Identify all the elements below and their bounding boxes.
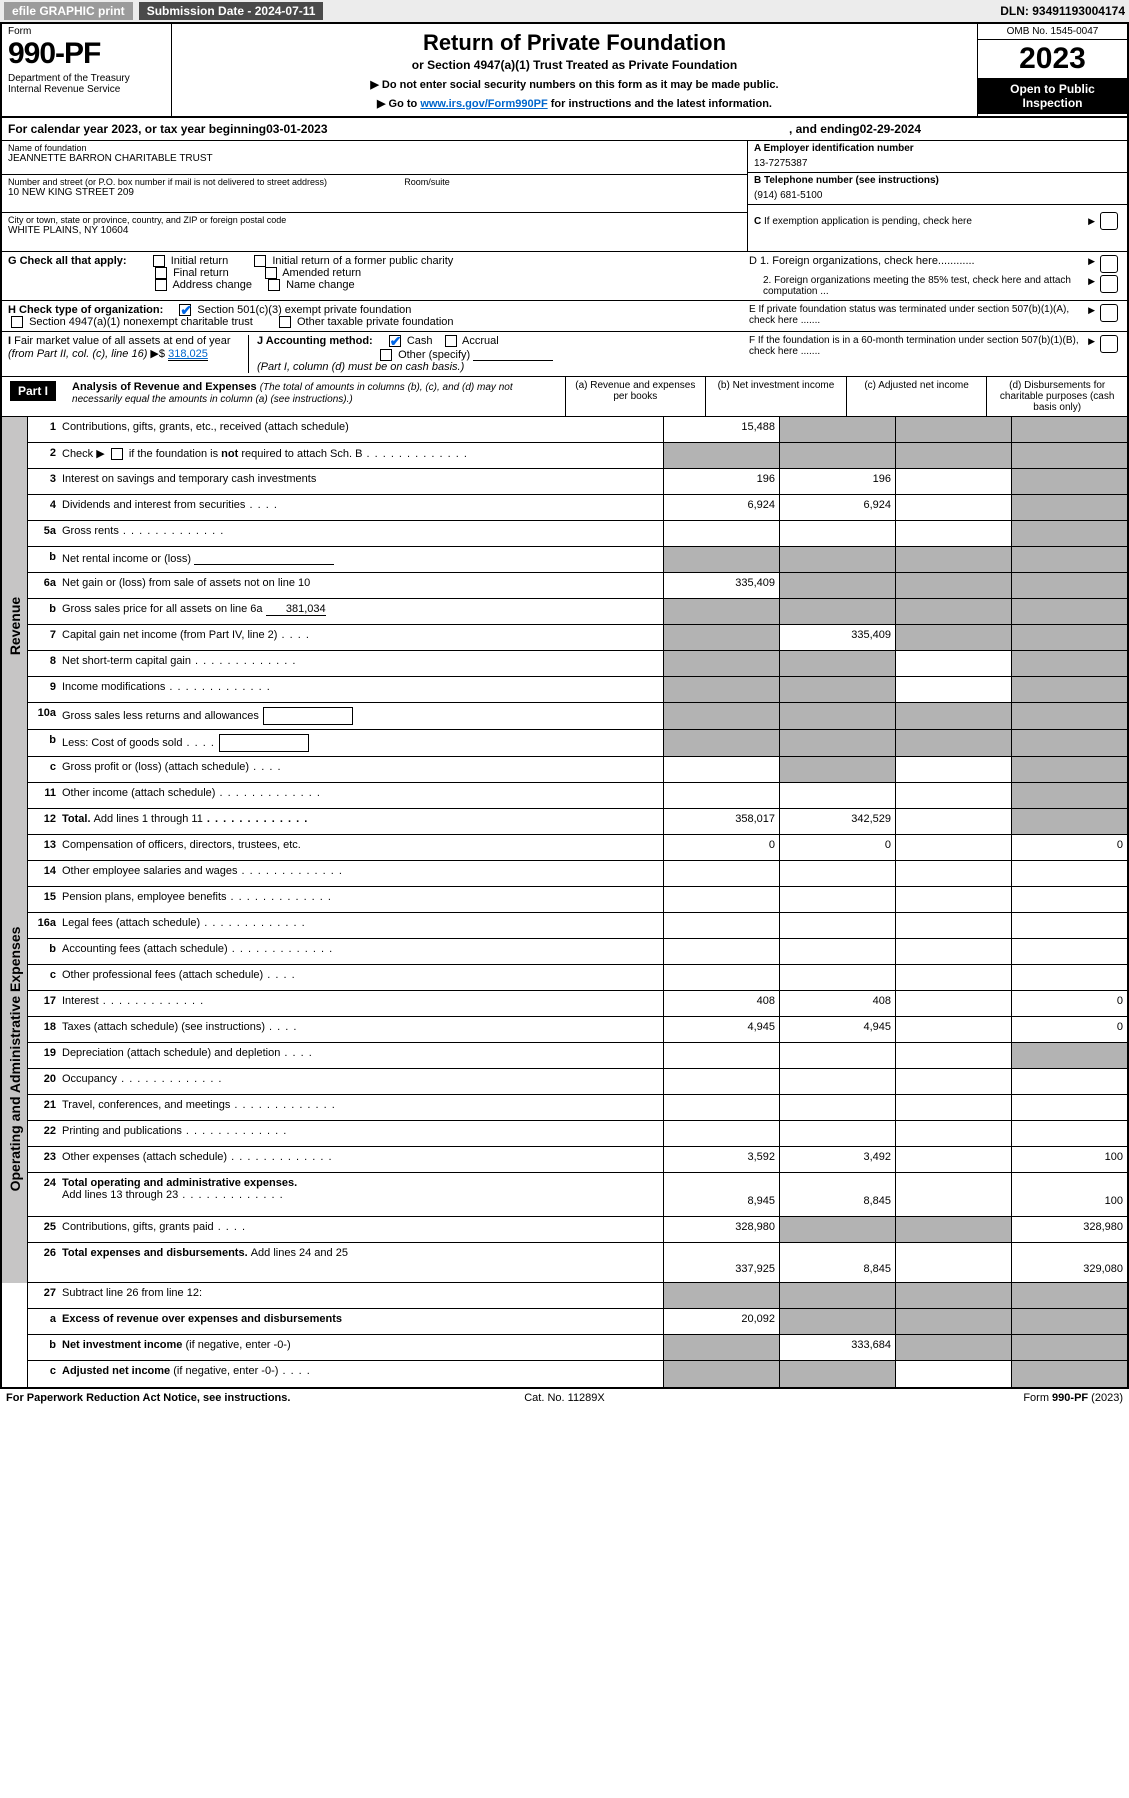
d1-checkbox[interactable] (1100, 255, 1118, 273)
phone-value: (914) 681-5100 (754, 190, 1121, 201)
i-value[interactable]: 318,025 (168, 348, 208, 361)
schb-checkbox[interactable] (111, 448, 123, 460)
top-bar: efile GRAPHIC print Submission Date - 20… (0, 0, 1129, 22)
part1-header: Part I Analysis of Revenue and Expenses … (2, 377, 1127, 417)
dln-label: DLN: 93491193004174 (1000, 4, 1125, 18)
opex-side-label: Operating and Administrative Expenses (2, 835, 28, 1283)
section-g-d: G Check all that apply: Initial return I… (2, 252, 1127, 301)
tax-year: 2023 (978, 40, 1127, 78)
name-label: Name of foundation (8, 143, 741, 153)
g-final-return-checkbox[interactable] (155, 267, 167, 279)
form-word: Form (8, 26, 165, 37)
ein-label: A Employer identification number (754, 143, 914, 154)
f-checkbox[interactable] (1100, 335, 1118, 353)
addr-label: Number and street (or P.O. box number if… (8, 177, 741, 187)
h-501c3-checkbox[interactable] (179, 304, 191, 316)
e-label: E If private foundation status was termi… (749, 304, 1088, 326)
ein-value: 13-7275387 (754, 158, 1121, 169)
g-amended-checkbox[interactable] (265, 267, 277, 279)
header-right: OMB No. 1545-0047 2023 Open to Public In… (977, 24, 1127, 116)
g-initial-former-checkbox[interactable] (254, 255, 266, 267)
street-address: 10 NEW KING STREET 209 (8, 187, 741, 198)
irs-link[interactable]: www.irs.gov/Form990PF (420, 98, 547, 110)
c-checkbox[interactable] (1100, 212, 1118, 230)
foundation-name: JEANNETTE BARRON CHARITABLE TRUST (8, 153, 741, 164)
g-initial-return-checkbox[interactable] (153, 255, 165, 267)
col-a-header: (a) Revenue and expenses per books (565, 377, 706, 416)
form-header: Form 990-PF Department of the Treasury I… (2, 24, 1127, 118)
e-checkbox[interactable] (1100, 304, 1118, 322)
g-label: G Check all that apply: (8, 255, 127, 267)
d2-label: 2. Foreign organizations meeting the 85%… (749, 275, 1088, 297)
omb-number: OMB No. 1545-0047 (978, 24, 1127, 40)
dept-text: Department of the Treasury Internal Reve… (8, 73, 165, 95)
h-label: H Check type of organization: (8, 304, 163, 316)
j-label: J Accounting method: (257, 335, 373, 347)
efile-print-button[interactable]: efile GRAPHIC print (4, 2, 133, 20)
header-center: Return of Private Foundation or Section … (172, 24, 977, 116)
city-label: City or town, state or province, country… (8, 215, 741, 225)
j-cash-checkbox[interactable] (389, 335, 401, 347)
col-b-header: (b) Net investment income (705, 377, 846, 416)
footer-right: Form 990-PF (2023) (751, 1392, 1123, 1404)
opex-section: Operating and Administrative Expenses 13… (2, 835, 1127, 1283)
h-other-taxable-checkbox[interactable] (279, 316, 291, 328)
d2-checkbox[interactable] (1100, 275, 1118, 293)
header-note-1: ▶ Do not enter social security numbers o… (182, 78, 967, 91)
city-state-zip: WHITE PLAINS, NY 10604 (8, 225, 741, 236)
part1-title: Analysis of Revenue and Expenses (72, 381, 257, 393)
col-c-header: (c) Adjusted net income (846, 377, 987, 416)
j-note: (Part I, column (d) must be on cash basi… (257, 361, 464, 373)
form-number: 990-PF (8, 37, 165, 71)
j-accrual-checkbox[interactable] (445, 335, 457, 347)
j-other-checkbox[interactable] (380, 349, 392, 361)
col-d-header: (d) Disbursements for charitable purpose… (986, 377, 1127, 416)
part1-tag: Part I (10, 381, 56, 401)
d1-label: D 1. Foreign organizations, check here..… (749, 255, 1088, 273)
f-label: F If the foundation is in a 60-month ter… (749, 335, 1088, 357)
header-left: Form 990-PF Department of the Treasury I… (2, 24, 172, 116)
phone-label: B Telephone number (see instructions) (754, 175, 939, 186)
section-h-e: H Check type of organization: Section 50… (2, 301, 1127, 332)
open-to-public-badge: Open to Public Inspection (978, 78, 1127, 114)
submission-date-badge: Submission Date - 2024-07-11 (139, 2, 324, 20)
form-container: Form 990-PF Department of the Treasury I… (0, 22, 1129, 1389)
revenue-section: Revenue 1Contributions, gifts, grants, e… (2, 417, 1127, 835)
revenue-side-label: Revenue (2, 417, 28, 835)
g-name-change-checkbox[interactable] (268, 279, 280, 291)
footer-left: For Paperwork Reduction Act Notice, see … (6, 1392, 378, 1404)
c-label: If exemption application is pending, che… (764, 216, 972, 227)
header-note-2: ▶ Go to www.irs.gov/Form990PF for instru… (182, 97, 967, 110)
h-4947-checkbox[interactable] (11, 316, 23, 328)
calendar-year-row: For calendar year 2023, or tax year begi… (2, 118, 1127, 141)
section-i-j-f: I Fair market value of all assets at end… (2, 332, 1127, 377)
g-address-change-checkbox[interactable] (155, 279, 167, 291)
room-label: Room/suite (404, 177, 450, 187)
page-footer: For Paperwork Reduction Act Notice, see … (0, 1389, 1129, 1407)
line27-section: 27Subtract line 26 from line 12: aExcess… (2, 1283, 1127, 1387)
form-subtitle: or Section 4947(a)(1) Trust Treated as P… (182, 58, 967, 72)
footer-center: Cat. No. 11289X (378, 1392, 750, 1404)
form-title: Return of Private Foundation (182, 30, 967, 56)
entity-info: Name of foundation JEANNETTE BARRON CHAR… (2, 141, 1127, 252)
